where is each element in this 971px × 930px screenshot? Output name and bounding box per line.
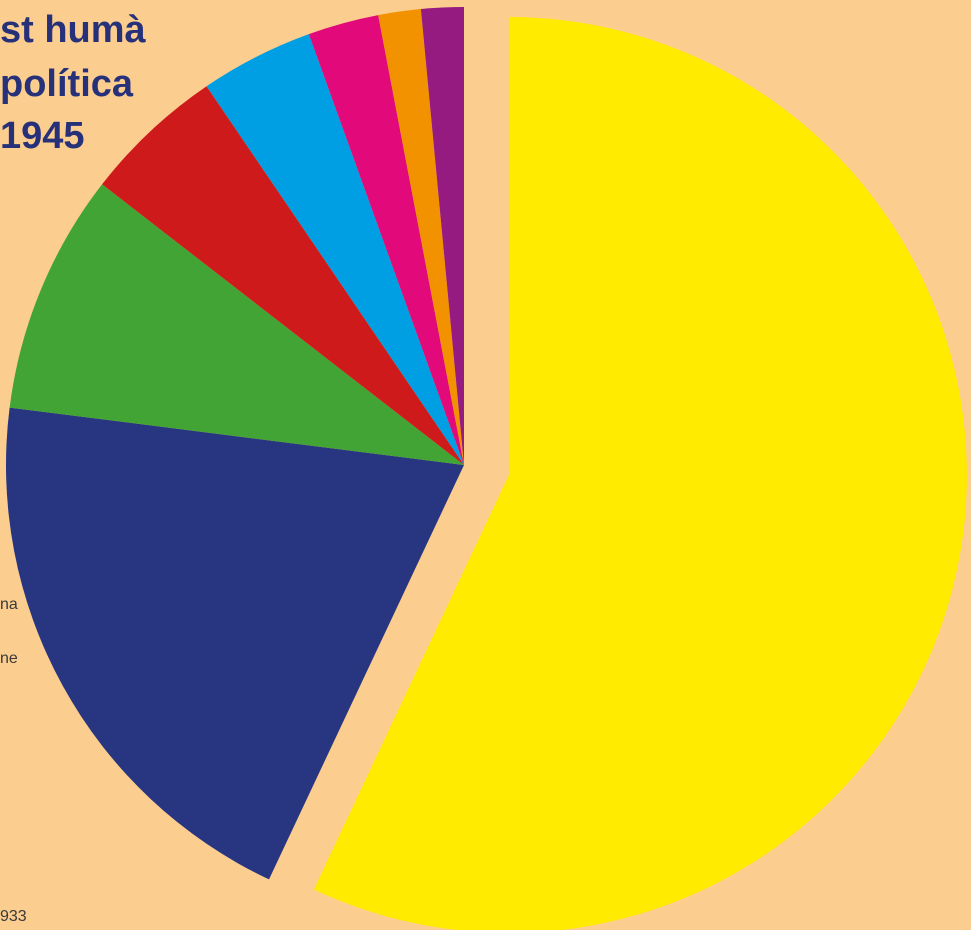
pie-slice-8 — [420, 7, 464, 465]
pie-slice-7 — [378, 9, 464, 465]
chart-title-line-2: política — [0, 63, 134, 105]
chart-title-line-3: 1945 — [0, 115, 85, 157]
footer-note: 933 — [0, 908, 27, 925]
legend-label-1: na — [0, 596, 18, 613]
legend-label-2: ne — [0, 650, 18, 667]
pie-slice-5 — [206, 34, 465, 466]
chart-title-line-1: st humà — [0, 9, 146, 51]
pie-slice-6 — [308, 15, 464, 466]
pie-slice-3 — [9, 184, 464, 465]
pie-slice-1 — [313, 17, 967, 930]
pie-slice-2 — [6, 407, 464, 880]
pie-slice-4 — [102, 86, 464, 466]
